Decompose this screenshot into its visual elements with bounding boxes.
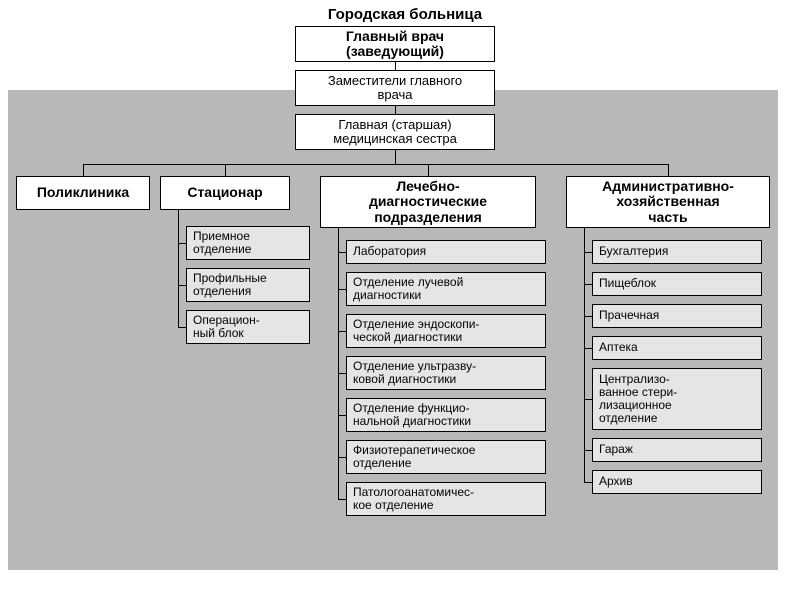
sub-box-diag-6: Патологоанатомичес-кое отделение [346, 482, 546, 516]
sub-box-admin-5: Гараж [592, 438, 762, 462]
sub-box-admin-6: Архив [592, 470, 762, 494]
chart-title: Городская больница [300, 6, 510, 23]
sub-box-hospital-0: Приемноеотделение [186, 226, 310, 260]
sub-box-admin-3: Аптека [592, 336, 762, 360]
sub-box-diag-3: Отделение ультразву-ковой диагностики [346, 356, 546, 390]
sub-box-diag-1: Отделение лучевойдиагностики [346, 272, 546, 306]
column-header-hospital: Стационар [160, 176, 290, 210]
hierarchy-box-nurse: Главная (старшая)медицинская сестра [295, 114, 495, 150]
org-chart-canvas: Городская больница Главный врач(заведующи… [0, 0, 800, 600]
sub-box-admin-4: Централизо-ванное стери-лизационноеотдел… [592, 368, 762, 430]
sub-box-diag-0: Лаборатория [346, 240, 546, 264]
sub-box-admin-2: Прачечная [592, 304, 762, 328]
column-header-clinic: Поликлиника [16, 176, 150, 210]
sub-box-admin-0: Бухгалтерия [592, 240, 762, 264]
column-header-admin: Административно-хозяйственнаячасть [566, 176, 770, 228]
sub-box-diag-4: Отделение функцио-нальной диагностики [346, 398, 546, 432]
sub-box-hospital-2: Операцион-ный блок [186, 310, 310, 344]
hierarchy-box-chief: Главный врач(заведующий) [295, 26, 495, 62]
sub-box-admin-1: Пищеблок [592, 272, 762, 296]
column-header-diag: Лечебно-диагностическиеподразделения [320, 176, 536, 228]
sub-box-hospital-1: Профильныеотделения [186, 268, 310, 302]
hierarchy-box-deputy: Заместители главноговрача [295, 70, 495, 106]
sub-box-diag-5: Физиотерапетическоеотделение [346, 440, 546, 474]
sub-box-diag-2: Отделение эндоскопи-ческой диагностики [346, 314, 546, 348]
